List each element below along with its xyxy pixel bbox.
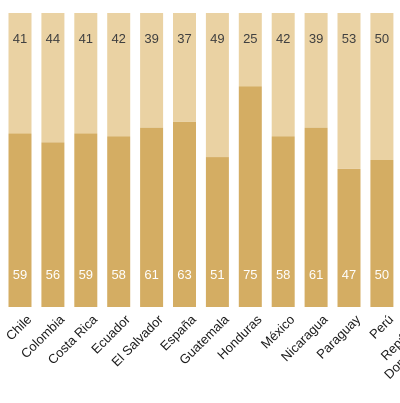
bar-lower-9 [304,127,328,307]
bars-layer [8,13,394,307]
bar-lower-6 [205,157,229,307]
bar-upper-2 [74,13,98,134]
bar-lower-4 [140,127,164,307]
data-label-lower-5: 63 [177,267,191,282]
data-label-upper-5: 37 [177,31,191,46]
bar-upper-3 [107,13,131,137]
bar-upper-0 [8,13,32,134]
data-label-lower-1: 56 [46,267,60,282]
data-label-upper-0: 41 [13,31,27,46]
data-label-lower-3: 58 [111,267,125,282]
bar-upper-10 [337,13,361,169]
bar-upper-8 [271,13,295,137]
data-label-upper-3: 42 [111,31,125,46]
bar-lower-8 [271,136,295,307]
data-label-upper-7: 25 [243,31,257,46]
bar-upper-9 [304,13,328,128]
data-label-lower-7: 75 [243,267,257,282]
bar-lower-5 [173,121,196,307]
bar-lower-10 [337,168,361,307]
data-label-upper-4: 39 [144,31,158,46]
data-label-lower-11: 50 [375,267,389,282]
bar-upper-5 [173,13,196,122]
bar-lower-11 [370,160,394,307]
data-label-lower-4: 61 [144,267,158,282]
bar-upper-6 [205,13,229,158]
data-label-lower-2: 59 [79,267,93,282]
data-label-upper-11: 50 [375,31,389,46]
bar-lower-3 [107,136,131,307]
data-label-upper-8: 42 [276,31,290,46]
data-label-upper-10: 53 [342,31,356,46]
bar-upper-1 [41,13,65,143]
data-label-lower-9: 61 [309,267,323,282]
data-labels-layer: 41 59 44 56 41 59 42 58 39 61 37 63 49 51 25 75 42 58 39 61… [13,31,389,282]
data-label-lower-10: 47 [342,267,356,282]
bar-lower-7 [238,86,262,307]
bar-lower-2 [74,133,98,307]
data-label-lower-6: 51 [210,267,224,282]
bar-lower-1 [41,142,65,307]
data-label-upper-2: 41 [79,31,93,46]
bar-upper-4 [140,13,164,128]
data-label-lower-0: 59 [13,267,27,282]
data-label-lower-8: 58 [276,267,290,282]
data-label-upper-1: 44 [46,31,60,46]
bar-upper-7 [238,13,262,87]
data-label-upper-9: 39 [309,31,323,46]
bar-upper-11 [370,13,394,160]
data-label-upper-6: 49 [210,31,224,46]
bar-lower-0 [8,133,32,307]
